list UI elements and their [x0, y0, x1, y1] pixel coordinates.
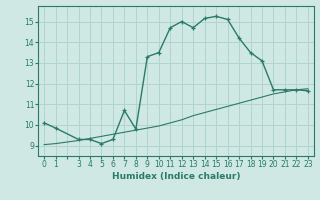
X-axis label: Humidex (Indice chaleur): Humidex (Indice chaleur)	[112, 172, 240, 181]
